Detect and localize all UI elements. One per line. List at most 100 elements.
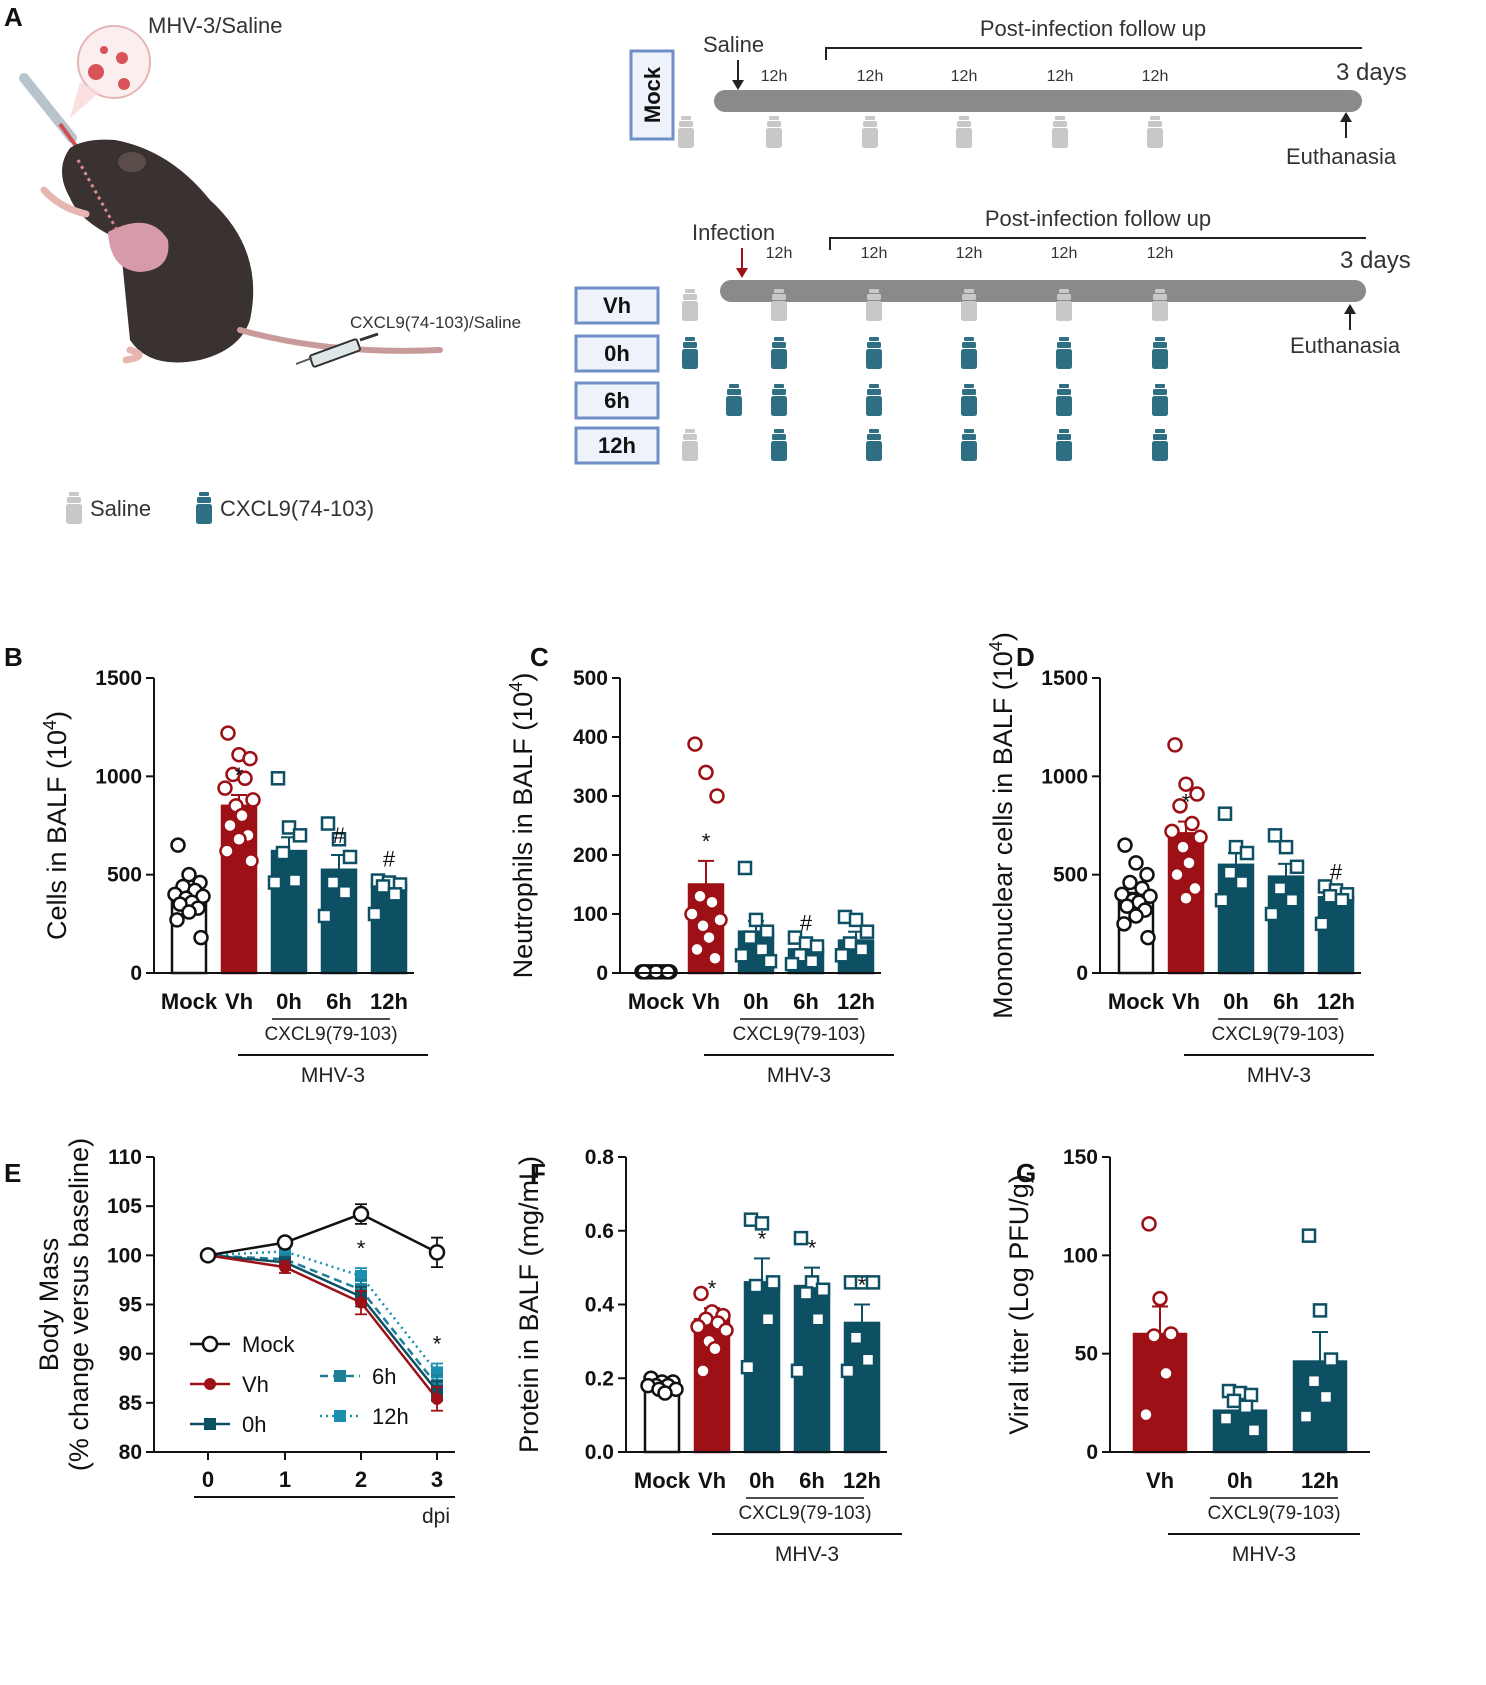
legend-marker-Vh <box>204 1378 216 1390</box>
data-point-0h <box>287 873 303 888</box>
group-vial-0h <box>961 337 977 369</box>
data-point-6h <box>317 908 333 924</box>
data-point-Vh <box>1181 855 1197 871</box>
legend-marker-12h <box>334 1410 346 1422</box>
data-point-6h <box>790 1363 806 1379</box>
data-point-Vh <box>687 736 703 752</box>
data-point-Mock <box>1122 874 1138 891</box>
data-point-Vh <box>707 1341 723 1357</box>
significance-marker: * <box>758 1226 767 1251</box>
data-point-Vh <box>1192 829 1208 846</box>
category-label-0h: 0h <box>743 989 769 1014</box>
y-tick-label: 500 <box>107 864 142 887</box>
data-point-Vh <box>701 929 717 946</box>
series-line-Vh <box>207 1254 438 1400</box>
mock-euthanasia-label: Euthanasia <box>1286 144 1397 169</box>
data-point-0h <box>270 771 286 786</box>
category-label-12h: 12h <box>370 989 408 1014</box>
data-point-0h <box>759 924 775 939</box>
data-point-12h <box>859 924 875 939</box>
mhv3-group-label: MHV-3 <box>767 1064 831 1087</box>
data-point-0h <box>754 1216 770 1231</box>
infection-intervals: 12h 12h 12h 12h 12h <box>766 245 1174 262</box>
infection-groups: Vh 0h 6h 12h <box>574 286 1168 465</box>
category-label-Vh: Vh <box>1172 989 1200 1014</box>
legend-saline-label: Saline <box>90 496 151 521</box>
data-point-Mock <box>1117 837 1133 853</box>
significance-marker: # <box>800 910 813 935</box>
saline-vial-icon <box>66 492 82 524</box>
data-point-Mock <box>352 1205 370 1223</box>
y-axis-label: Viral titer (Log PFU/g) <box>1004 1174 1034 1435</box>
data-point-Vh <box>1189 786 1205 802</box>
data-point-0h <box>1214 892 1230 908</box>
group-label-6h: 6h <box>604 388 630 413</box>
data-point-6h <box>1264 906 1280 922</box>
legend-marker-6h <box>334 1370 346 1382</box>
data-point-Vh <box>689 941 705 958</box>
data-point-Mock <box>170 837 186 853</box>
y-tick-label: 80 <box>119 1441 142 1464</box>
cxcl9-group-label: CXCL9(79-103) <box>738 1503 871 1524</box>
data-point-6h <box>804 953 820 969</box>
data-point-Mock <box>181 866 197 883</box>
significance-marker: # <box>383 847 396 872</box>
data-point-6h <box>331 832 347 847</box>
infection-interval-label: 12h <box>766 245 793 262</box>
significance-marker: * <box>808 1236 817 1261</box>
y-tick-label: 50 <box>1075 1343 1098 1366</box>
data-point-0h <box>1246 1423 1262 1438</box>
data-point-12h <box>375 879 391 894</box>
data-point-6h <box>1289 859 1305 875</box>
infection-interval-label: 12h <box>1147 245 1174 262</box>
group-vial-6h <box>961 384 977 416</box>
data-point-6h <box>793 1230 809 1246</box>
infection-end-label: 3 days <box>1340 247 1411 274</box>
data-point-6h <box>1272 881 1288 896</box>
cxcl9-group-label: CXCL9(79-103) <box>1207 1503 1340 1524</box>
category-label-12h: 12h <box>837 989 875 1014</box>
group-box-12h <box>574 426 660 465</box>
y-axis-label-close: ) <box>42 711 72 720</box>
significance-marker: # <box>333 823 346 848</box>
y-axis-label-close: ) <box>508 673 538 682</box>
group-vial-12h <box>866 429 882 461</box>
data-point-Vh <box>431 1392 443 1405</box>
legend-label-0h: 0h <box>242 1412 266 1437</box>
y-axis-label: Protein in BALF (mg/mL) <box>514 1156 544 1453</box>
category-label-12h: 12h <box>1317 989 1355 1014</box>
data-point-6h <box>798 1286 814 1301</box>
y-tick-label: 100 <box>573 903 608 926</box>
data-point-Mock <box>1128 855 1144 871</box>
data-point-12h <box>840 1363 856 1379</box>
infection-interval-label: 12h <box>1051 245 1078 262</box>
data-point-0h <box>281 820 297 835</box>
category-label-0h: 0h <box>1223 989 1249 1014</box>
data-point-Vh <box>222 817 238 834</box>
y-axis-label-text: Neutrophils in BALF (10 <box>508 692 538 979</box>
data-point-Vh <box>1184 815 1200 832</box>
group-vial-Vh <box>682 289 698 321</box>
y-axis-label: Mononuclear cells in BALF (104) <box>986 632 1018 1019</box>
y-tick-label: 0 <box>1086 1441 1098 1464</box>
category-label-0h: 0h <box>1227 1468 1253 1493</box>
y-axis-label-close: ) <box>988 632 1018 641</box>
y-tick-label: 100 <box>107 1244 142 1267</box>
group-box-6h <box>574 381 660 420</box>
data-point-Mock <box>169 912 185 928</box>
chart-g: 0 50 100 150 Viral titer (Log PFU/g) Vh 0h 12h C… <box>1004 1146 1370 1566</box>
chart-b: 0 500 1000 1500 Cells in BALF (104) Mock * Vh 0h… <box>40 667 428 1087</box>
category-label-Vh: Vh <box>692 989 720 1014</box>
data-point-0h <box>292 828 308 843</box>
group-vial-12h <box>682 429 698 461</box>
data-point-6h <box>784 956 800 972</box>
bar-0h <box>270 849 308 975</box>
data-point-Vh <box>695 1363 711 1379</box>
chart-e: 80 85 90 95 100 105 110 0 1 2 3 dpi Body Mass (% chan… <box>34 1138 455 1528</box>
category-label-0h: 0h <box>276 989 302 1014</box>
category-label-6h: 6h <box>799 1468 825 1493</box>
data-point-Vh <box>1164 823 1180 840</box>
data-point-Vh <box>243 853 259 869</box>
data-point-Vh <box>279 1261 291 1274</box>
legend-label-6h: 6h <box>372 1364 396 1389</box>
